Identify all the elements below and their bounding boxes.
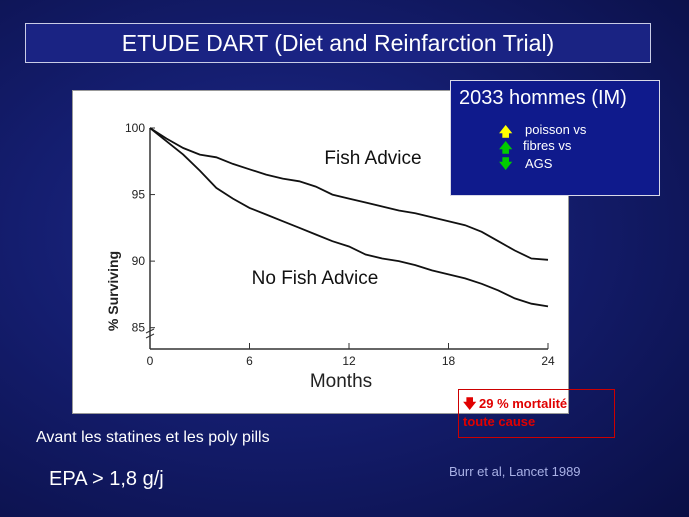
info-row-label: poisson vs xyxy=(525,122,587,137)
x-tick-label: 24 xyxy=(541,354,555,368)
info-row-ags: AGS xyxy=(525,156,552,171)
citation: Burr et al, Lancet 1989 xyxy=(449,464,581,479)
mortality-line-1: 29 % mortalité xyxy=(479,396,568,411)
arrow-down-icon: 🡇 xyxy=(499,156,513,171)
fish-advice-label: Fish Advice xyxy=(324,148,421,169)
no-fish-advice-line xyxy=(149,127,549,308)
axis-break xyxy=(145,328,155,339)
x-tick-label: 0 xyxy=(147,354,154,368)
info-row-label: fibres vs xyxy=(523,138,572,153)
arrow-up-icon: 🡅 xyxy=(499,140,513,155)
y-tick-label: 85 xyxy=(132,321,146,335)
x-tick-label: 12 xyxy=(342,354,356,368)
info-box: 2033 hommes (IM) 🡅 poisson vs 🡅 fibres v… xyxy=(450,80,660,196)
y-tick-label: 95 xyxy=(132,188,146,202)
info-box-title: 2033 hommes (IM) xyxy=(459,87,627,109)
no-fish-advice-label: No Fish Advice xyxy=(252,268,379,289)
statins-note: Avant les statines et les poly pills xyxy=(36,429,270,446)
arrow-up-icon: 🡅 xyxy=(499,124,513,139)
mortality-box: 🡇 29 % mortalité toute cause xyxy=(458,389,615,438)
y-tick-label: 90 xyxy=(132,254,146,268)
mortality-line-2: toute cause xyxy=(463,414,536,429)
x-axis-label: Months xyxy=(310,371,372,392)
info-row-fibres: fibres vs xyxy=(523,138,571,153)
fish-advice-line xyxy=(149,127,549,261)
epa-note: EPA > 1,8 g/j xyxy=(49,468,164,490)
series-labels: Fish Advice No Fish Advice xyxy=(252,148,422,289)
info-row-poisson: poisson vs xyxy=(525,122,586,137)
chart-lines xyxy=(149,127,549,308)
slide-title: ETUDE DART (Diet and Reinfarction Trial) xyxy=(25,23,651,63)
info-row-label: AGS xyxy=(525,156,553,171)
y-tick-label: 100 xyxy=(125,121,145,135)
y-axis-label: % Surviving xyxy=(105,251,121,331)
survival-chart: % Surviving Months 0 6 12 18 24 100 95 90 85 Fis… xyxy=(105,121,555,392)
arrow-down-icon: 🡇 xyxy=(463,396,477,411)
chart-ticks: 0 6 12 18 24 100 95 90 85 xyxy=(125,121,555,368)
x-tick-label: 6 xyxy=(246,354,253,368)
x-tick-label: 18 xyxy=(442,354,456,368)
